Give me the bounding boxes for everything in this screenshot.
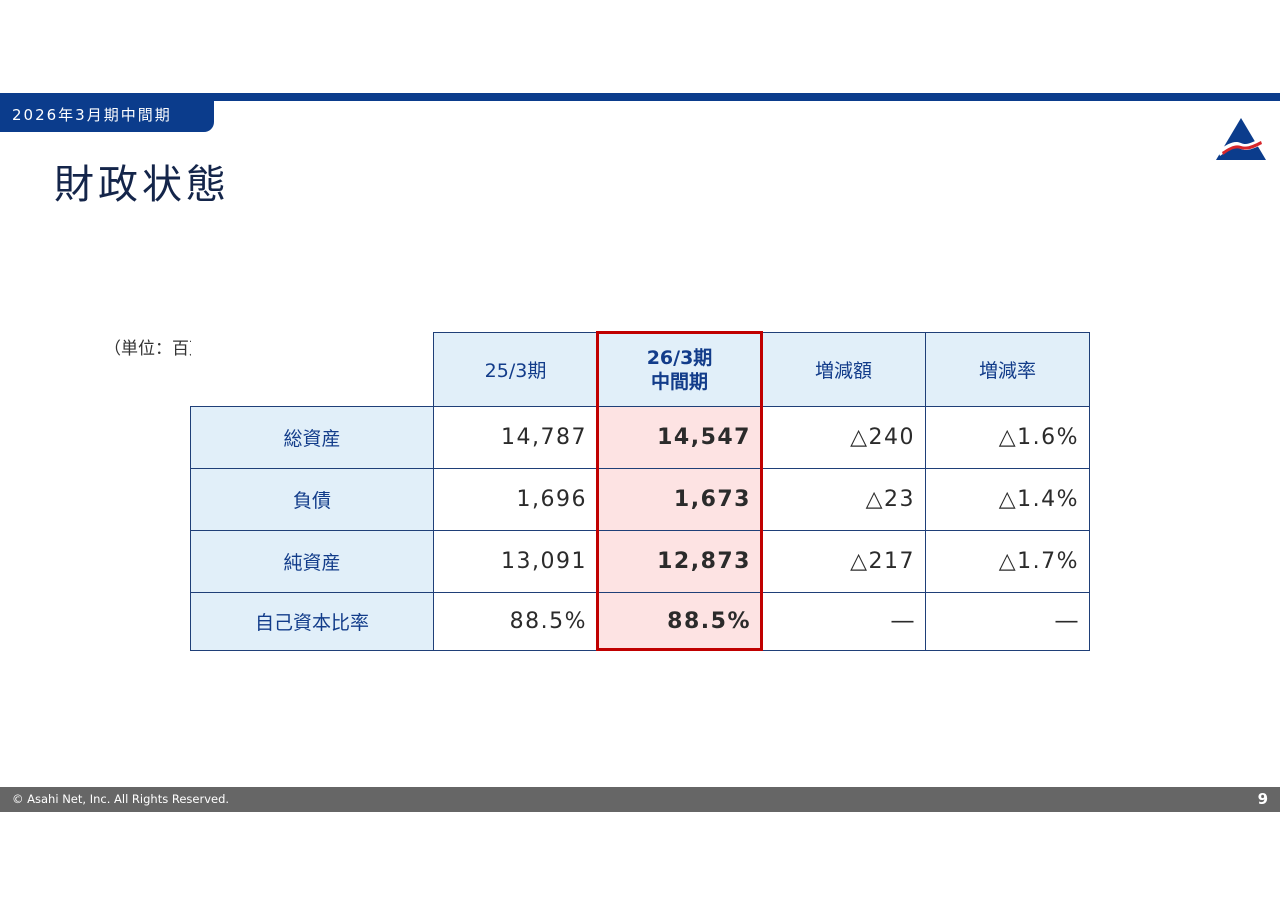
- table-row: 負債 1,696 1,673 △23 △1.4%: [190, 468, 1090, 531]
- cell-prev: 13,091: [433, 530, 598, 593]
- cell-prev: 14,787: [433, 406, 598, 469]
- cell-change-rate: △1.4%: [925, 468, 1090, 531]
- cell-change-rate: ―: [925, 592, 1090, 651]
- table-row: 自己資本比率 88.5% 88.5% ― ―: [190, 592, 1090, 651]
- cell-change: △217: [761, 530, 926, 593]
- table-row: 純資産 13,091 12,873 △217 △1.7%: [190, 530, 1090, 593]
- footer-bar: © Asahi Net, Inc. All Rights Reserved. 9: [0, 787, 1280, 812]
- table-row: 総資産 14,787 14,547 △240 △1.6%: [190, 406, 1090, 469]
- column-header-prev: 25/3期: [433, 332, 598, 407]
- column-header-current: 26/3期 中間期: [597, 332, 762, 407]
- header-bar: [0, 93, 1280, 101]
- cell-change: △240: [761, 406, 926, 469]
- cell-change-rate: △1.6%: [925, 406, 1090, 469]
- cell-current: 1,673: [597, 468, 762, 531]
- row-label: 純資産: [190, 530, 434, 593]
- cell-change: ―: [761, 592, 926, 651]
- column-header-change-rate: 増減率: [925, 332, 1090, 407]
- cell-current: 88.5%: [597, 592, 762, 651]
- cell-prev: 1,696: [433, 468, 598, 531]
- cell-current: 12,873: [597, 530, 762, 593]
- page-number: 9: [1257, 790, 1268, 808]
- row-label: 自己資本比率: [190, 592, 434, 651]
- cell-change-rate: △1.7%: [925, 530, 1090, 593]
- cell-change: △23: [761, 468, 926, 531]
- cell-prev: 88.5%: [433, 592, 598, 651]
- page-title: 財政状態: [54, 162, 230, 208]
- row-label: 負債: [190, 468, 434, 531]
- cell-current: 14,547: [597, 406, 762, 469]
- column-header-current-line2: 中間期: [650, 370, 708, 393]
- period-tab: 2026年3月期中間期: [0, 100, 214, 132]
- asahi-net-triangle-logo: [1216, 118, 1266, 160]
- copyright-text: © Asahi Net, Inc. All Rights Reserved.: [12, 792, 230, 806]
- column-header-change: 増減額: [761, 332, 926, 407]
- row-label: 総資産: [190, 406, 434, 469]
- column-header-current-line1: 26/3期: [646, 346, 713, 369]
- financial-position-table: 25/3期 26/3期 中間期 増減額 増減率 総資産 14,787 14,54…: [190, 332, 1090, 651]
- table-corner: [190, 332, 434, 407]
